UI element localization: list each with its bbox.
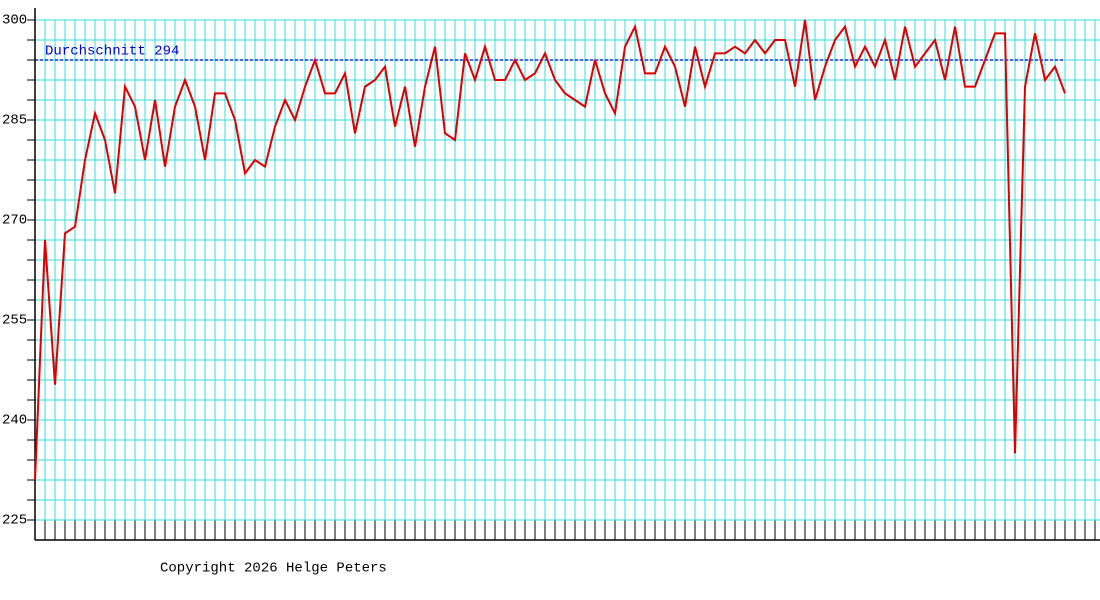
y-tick-label: 270 (2, 213, 27, 229)
y-tick-label: 255 (2, 313, 27, 329)
y-tick-label: 285 (2, 113, 27, 129)
y-tick-label: 300 (2, 13, 27, 29)
y-tick-label: 240 (2, 413, 27, 429)
copyright: Copyright 2026 Helge Peters (160, 561, 387, 577)
y-tick-label: 225 (2, 513, 27, 529)
average-label: Durchschnitt 294 (45, 44, 179, 60)
data-line (34, 19, 1066, 481)
